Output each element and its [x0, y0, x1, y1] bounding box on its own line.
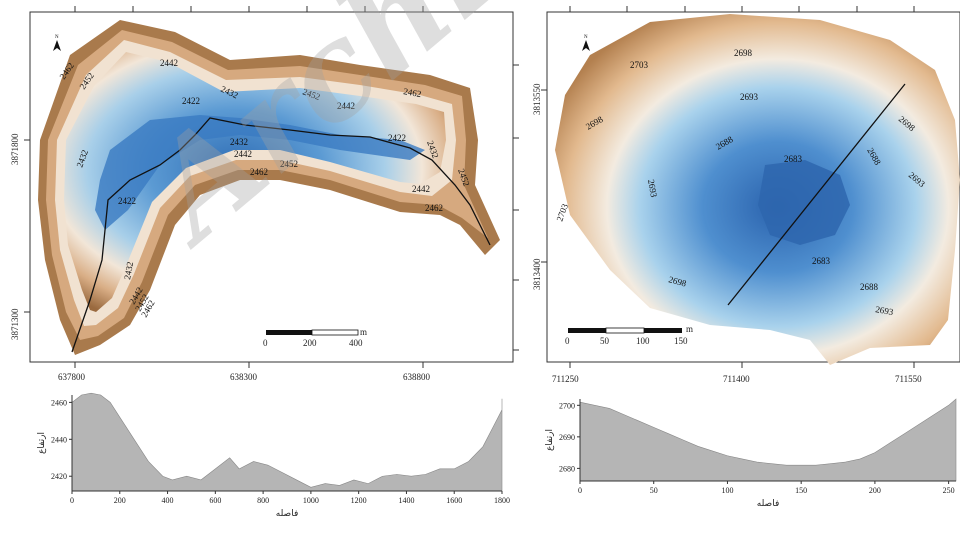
y-tick-label: 3871800: [10, 133, 20, 165]
y-tick-label: 2440: [51, 435, 67, 444]
y-tick-label: 3871300: [10, 308, 20, 340]
contour-label: 2693: [646, 179, 659, 199]
right-map-ticks: [541, 6, 915, 368]
y-tick-label: 2420: [51, 472, 67, 481]
contour-label: 2698: [667, 274, 687, 288]
x-tick-label: 1600: [446, 496, 462, 505]
x-tick-label: 0: [578, 486, 582, 495]
y-tick-label: 2690: [559, 433, 575, 442]
contour-label: 2432: [122, 261, 135, 280]
svg-text:N: N: [584, 35, 588, 40]
contour-label: 2462: [403, 86, 422, 99]
x-tick-label: 638800: [403, 372, 431, 380]
left-scale-bar: 0 200 400 m: [263, 327, 367, 348]
scale-label: 150: [674, 336, 688, 346]
right-profile-chart: 0 50 100 150 200 250 2680 2690 2700 فاصله ارتفاع: [545, 398, 957, 509]
y-axis-label: ارتفاع: [37, 432, 47, 454]
left-profile-line: [71, 117, 491, 353]
contour-label: 2442: [234, 149, 252, 159]
y-tick-label: 2680: [559, 464, 575, 473]
right-basin: [555, 14, 960, 365]
contour-label: 2442: [160, 58, 178, 68]
contour-label: 2683: [812, 256, 831, 266]
north-arrow-icon: N: [582, 35, 590, 51]
scale-label: 400: [349, 338, 363, 348]
scale-label: 0: [565, 336, 570, 346]
right-scale-bar: 0 50 100 150 m: [565, 324, 693, 346]
scale-unit: m: [686, 324, 693, 334]
x-tick-label: 250: [943, 486, 955, 495]
contour-label: 2698: [734, 48, 753, 58]
x-tick-label: 1200: [351, 496, 367, 505]
profile-area: [71, 392, 503, 492]
north-arrow-icon: N: [53, 35, 61, 51]
x-tick-label: 711550: [895, 374, 922, 384]
x-axis-label: فاصله: [276, 509, 299, 519]
y-tick-label: 2700: [559, 401, 575, 410]
contour-label: 2462: [425, 203, 443, 213]
right-map-panel: 2698 2703 2698 2693 2688 2683 2688 2698 …: [530, 0, 960, 385]
x-tick-label: 1000: [303, 496, 319, 505]
x-tick-label: 1800: [494, 496, 510, 505]
x-tick-label: 400: [162, 496, 174, 505]
contour-label: 2432: [230, 137, 248, 147]
x-tick-label: 200: [114, 496, 126, 505]
y-tick-label: 3813550: [532, 83, 542, 115]
contour-label: 2422: [118, 196, 136, 206]
scale-label: 50: [600, 336, 610, 346]
x-axis-label: فاصله: [757, 499, 780, 509]
contour-label: 2452: [280, 159, 298, 169]
contour-label: 2422: [388, 133, 406, 143]
scale-label: 100: [636, 336, 650, 346]
profile-area: [579, 398, 957, 482]
y-axis-label: ارتفاع: [545, 429, 555, 451]
contour-label: 2422: [182, 96, 200, 106]
left-map-panel: 2462 2452 2442 2432 2422 2452 2442 2462 …: [0, 0, 520, 382]
x-tick-label: 637800: [58, 372, 86, 380]
right-map-svg: 2698 2703 2698 2693 2688 2683 2688 2698 …: [532, 6, 960, 384]
x-tick-label: 600: [209, 496, 221, 505]
x-tick-label: 100: [721, 486, 733, 495]
x-tick-label: 711250: [552, 374, 579, 384]
contour-label: 2442: [412, 184, 430, 194]
left-map-svg: 2462 2452 2442 2432 2422 2452 2442 2462 …: [10, 6, 519, 382]
x-tick-label: 200: [869, 486, 881, 495]
scale-label: 0: [263, 338, 268, 348]
contour-label: 2703: [630, 60, 649, 70]
contour-label: 2693: [875, 304, 895, 317]
contour-label: 2693: [740, 92, 759, 102]
contour-label: 2688: [860, 282, 879, 292]
contour-label: 2442: [337, 101, 355, 111]
x-tick-label: 800: [257, 496, 269, 505]
contour-label: 2462: [250, 167, 268, 177]
left-basin-water: [64, 52, 446, 312]
scale-label: 200: [303, 338, 317, 348]
scale-unit: m: [360, 327, 367, 337]
y-tick-label: 3813400: [532, 258, 542, 290]
x-tick-label: 0: [70, 496, 74, 505]
left-map-ticks: [24, 6, 519, 368]
x-tick-label: 150: [795, 486, 807, 495]
contour-label: 2683: [784, 154, 803, 164]
right-profile-line: [727, 83, 906, 306]
x-tick-label: 638300: [230, 372, 258, 380]
left-profile-chart: 0 200 400 600 800 1000 1200 1400 1600 1800 2420 244…: [37, 392, 510, 519]
y-tick-label: 2460: [51, 398, 67, 407]
x-tick-label: 1400: [398, 496, 414, 505]
x-tick-label: 50: [650, 486, 658, 495]
svg-text:N: N: [55, 35, 59, 40]
x-tick-label: 711400: [723, 374, 750, 384]
left-basin-deep: [95, 115, 425, 230]
